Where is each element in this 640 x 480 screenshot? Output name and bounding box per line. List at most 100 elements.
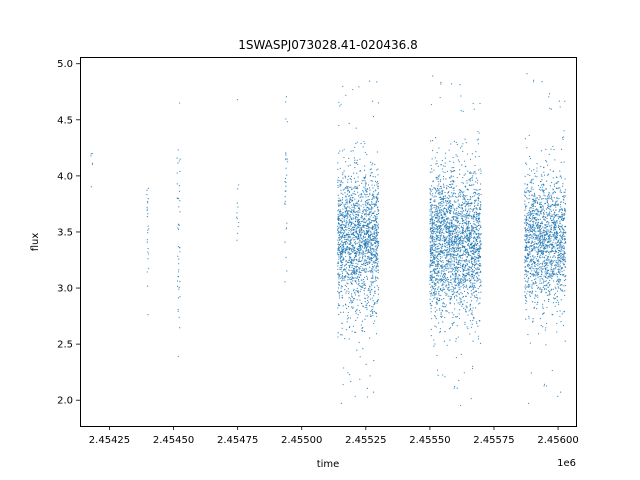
data-point — [430, 246, 432, 248]
data-point — [350, 223, 353, 226]
data-point — [557, 251, 559, 254]
data-point — [371, 194, 373, 196]
data-point — [439, 307, 441, 310]
data-point — [343, 219, 345, 221]
data-point — [471, 245, 473, 247]
data-point — [358, 237, 360, 239]
data-point — [337, 262, 339, 264]
data-point — [456, 176, 458, 179]
data-point — [355, 331, 357, 334]
data-point — [341, 227, 344, 230]
data-point — [374, 204, 376, 206]
data-point — [337, 253, 339, 255]
data-point — [374, 246, 376, 248]
chart-title: 1SWASPJ073028.41-020436.8 — [238, 38, 418, 52]
data-point — [437, 262, 439, 264]
data-point — [525, 299, 527, 301]
data-point — [464, 267, 466, 269]
data-point — [443, 265, 445, 267]
data-point — [535, 222, 537, 225]
data-point — [338, 276, 340, 278]
data-point — [448, 202, 450, 204]
data-point — [448, 241, 450, 244]
data-point — [377, 287, 380, 289]
data-point — [529, 256, 531, 258]
data-point — [432, 193, 434, 195]
data-point — [472, 317, 475, 319]
data-point — [476, 208, 478, 211]
data-point — [467, 222, 469, 225]
data-point — [431, 244, 433, 246]
data-point — [178, 288, 180, 290]
data-point — [476, 277, 478, 280]
data-point — [457, 200, 459, 202]
data-point — [477, 338, 480, 340]
data-point — [467, 314, 469, 316]
data-point — [338, 314, 340, 316]
data-point — [372, 314, 374, 317]
data-point — [456, 268, 458, 270]
data-point — [433, 244, 436, 246]
data-point — [441, 210, 443, 212]
data-point — [372, 236, 374, 238]
data-point — [470, 234, 472, 236]
data-point — [351, 272, 353, 274]
data-point — [464, 165, 467, 168]
data-point — [358, 86, 360, 88]
data-point — [344, 192, 346, 194]
data-point — [340, 103, 342, 105]
data-point — [470, 313, 472, 315]
data-point — [341, 150, 344, 152]
data-point — [369, 375, 371, 377]
data-point — [374, 180, 377, 182]
data-point — [371, 203, 373, 206]
data-point — [177, 308, 179, 311]
data-point — [446, 293, 448, 295]
data-point — [359, 224, 362, 227]
data-point — [463, 233, 465, 235]
data-point — [339, 251, 341, 253]
data-point — [477, 202, 479, 205]
data-point — [446, 265, 448, 267]
data-point — [431, 252, 433, 254]
data-point — [477, 271, 479, 273]
data-point — [467, 240, 470, 242]
data-point — [345, 236, 347, 238]
data-point — [435, 284, 437, 287]
data-point — [461, 265, 464, 268]
data-point — [337, 162, 339, 164]
data-point — [455, 340, 457, 342]
data-point — [436, 273, 438, 275]
data-point — [441, 267, 443, 269]
data-point — [461, 231, 463, 234]
data-point — [377, 200, 380, 202]
data-point — [457, 217, 459, 219]
data-point — [564, 213, 566, 215]
data-point — [463, 300, 465, 302]
data-point — [441, 202, 443, 205]
data-point — [461, 235, 463, 238]
data-point — [470, 247, 473, 249]
data-point — [340, 255, 342, 257]
data-point — [439, 253, 441, 256]
data-point — [377, 293, 380, 295]
data-point — [431, 225, 433, 227]
data-point — [376, 231, 378, 233]
data-point — [349, 178, 351, 180]
data-point — [470, 296, 472, 298]
data-point — [478, 215, 480, 217]
data-point — [370, 168, 372, 170]
data-point — [472, 102, 474, 104]
data-point — [370, 200, 373, 203]
data-point — [461, 207, 464, 209]
data-point — [366, 225, 368, 227]
data-point — [479, 320, 481, 322]
data-point — [146, 209, 148, 212]
data-point — [536, 214, 538, 216]
data-point — [450, 271, 452, 273]
data-point — [531, 245, 533, 247]
data-point — [364, 330, 366, 333]
data-point — [356, 159, 358, 161]
data-point — [363, 178, 366, 180]
data-point — [435, 255, 437, 257]
